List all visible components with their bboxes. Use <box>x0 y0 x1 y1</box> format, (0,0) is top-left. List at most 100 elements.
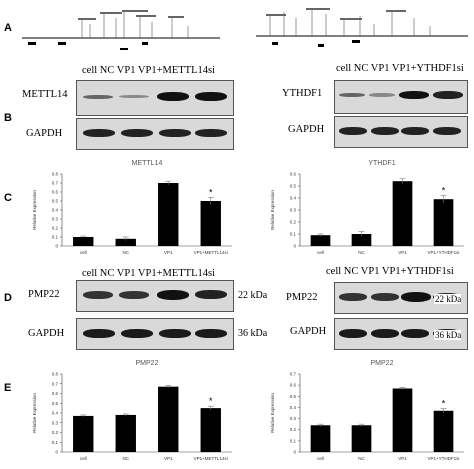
x-tick-label: NC <box>123 456 130 461</box>
kda-pmp22-right: 22 kDa <box>434 294 462 304</box>
x-tick-label: VP1 <box>164 456 173 461</box>
band <box>399 91 429 99</box>
y-tick-label: 0.7 <box>52 181 59 186</box>
sequence-track-left <box>22 10 220 50</box>
y-tick-label: 0.7 <box>52 381 59 386</box>
kda-gapdh-right: 36 kDa <box>434 330 462 340</box>
band <box>369 93 395 97</box>
blot-pmp22-left <box>76 280 234 312</box>
y-axis-label: Relative Expression <box>32 393 37 433</box>
kda-pmp22-left: 22 kDa <box>238 290 268 301</box>
blot-label-pmp22-right: PMP22 <box>286 292 318 303</box>
x-tick-label: VP1 <box>398 250 407 255</box>
blot-gapdh-d-left <box>76 318 234 350</box>
blot-ythdf1 <box>334 80 468 114</box>
y-tick-label: 0 <box>293 450 296 455</box>
y-tick-label: 0.8 <box>52 172 59 177</box>
band <box>157 92 189 101</box>
blot-label-gapdh-d-left: GAPDH <box>28 328 65 339</box>
lane-header-right-b: cell NC VP1 VP1+YTHDF1si <box>336 63 464 74</box>
y-tick-label: 0.5 <box>290 184 297 189</box>
y-tick-label: 0.6 <box>290 383 297 388</box>
y-tick-label: 0.1 <box>290 232 297 237</box>
band <box>159 129 191 137</box>
band <box>339 93 365 97</box>
y-tick-label: 0.6 <box>52 190 59 195</box>
y-tick-label: 0.5 <box>290 394 297 399</box>
band <box>433 91 463 99</box>
band <box>157 290 189 300</box>
blot-label-gapdh-d-right: GAPDH <box>290 326 327 337</box>
blot-label-ythdf1: YTHDF1 <box>282 88 323 99</box>
band <box>433 127 461 135</box>
x-tick-label: VP1+METTL14si <box>194 250 228 255</box>
bar <box>392 181 413 246</box>
bar <box>200 408 221 452</box>
bar <box>115 414 136 452</box>
y-tick-label: 0 <box>55 450 58 455</box>
lane-header-left-d: cell NC VP1 VP1+METTL14si <box>82 268 215 279</box>
y-tick-label: 0.4 <box>290 196 297 201</box>
y-tick-label: 0.2 <box>290 220 297 225</box>
x-tick-label: VP1+YTHDF1si <box>428 456 460 461</box>
band <box>371 329 399 338</box>
band <box>83 291 113 299</box>
band <box>195 92 227 101</box>
band <box>119 95 149 98</box>
chart-title: METTL14 <box>132 160 163 167</box>
bar <box>310 235 331 246</box>
y-tick-label: 0.5 <box>52 401 59 406</box>
y-axis-label: Relative Expression <box>270 190 275 230</box>
lane-header-right-d: cell NC VP1 VP1+YTHDF1si <box>326 266 454 277</box>
y-tick-label: 0.2 <box>290 427 297 432</box>
blot-gapdh-b-left <box>76 118 234 150</box>
bar <box>351 234 372 246</box>
band <box>195 129 227 137</box>
band <box>159 329 191 338</box>
x-tick-label: cell <box>80 456 87 461</box>
blot-label-mettl14: METTL14 <box>22 89 68 100</box>
bar <box>73 415 94 452</box>
band <box>83 129 115 137</box>
y-tick-label: 0.3 <box>52 217 59 222</box>
band <box>401 127 429 135</box>
y-tick-label: 0.1 <box>52 440 59 445</box>
x-tick-label: NC <box>358 250 365 255</box>
panel-letter-a: A <box>4 22 12 34</box>
bar <box>158 386 179 452</box>
kda-gapdh-left: 36 kDa <box>238 328 268 339</box>
significance-marker: * <box>442 399 446 409</box>
y-tick-label: 0.4 <box>52 411 59 416</box>
bar <box>73 237 94 246</box>
band <box>371 293 399 301</box>
panel-letter-d: D <box>4 292 12 304</box>
band <box>121 129 153 137</box>
sequence-track-right <box>256 8 468 47</box>
bar-chart-c-left: METTL14 Relative Expression 0 0.1 0.2 0.3 0.4 0… <box>32 160 232 255</box>
x-tick-label: cell <box>80 250 87 255</box>
y-tick-label: 0.3 <box>290 416 297 421</box>
y-tick-label: 0 <box>293 244 296 249</box>
blot-label-pmp22-left: PMP22 <box>28 289 60 300</box>
y-tick-label: 0.8 <box>52 372 59 377</box>
y-tick-label: 0.2 <box>52 430 59 435</box>
significance-marker: * <box>442 186 446 196</box>
y-tick-label: 0.6 <box>52 391 59 396</box>
chart-title: PMP22 <box>371 360 394 367</box>
bar <box>310 425 331 452</box>
y-tick-label: 0.7 <box>290 372 297 377</box>
x-tick-label: VP1+METTL14si <box>194 456 228 461</box>
significance-marker: * <box>209 396 213 406</box>
blot-mettl14 <box>76 80 234 116</box>
bar <box>433 410 454 452</box>
band <box>195 290 227 299</box>
panel-letter-e: E <box>4 382 12 394</box>
significance-marker: * <box>209 187 213 197</box>
band <box>339 127 367 135</box>
band <box>401 329 429 338</box>
x-tick-label: NC <box>358 456 365 461</box>
y-axis-label: Relative Expression <box>270 393 275 433</box>
y-tick-label: 0.1 <box>52 235 59 240</box>
band <box>83 95 113 99</box>
y-tick-label: 0.6 <box>290 172 297 177</box>
